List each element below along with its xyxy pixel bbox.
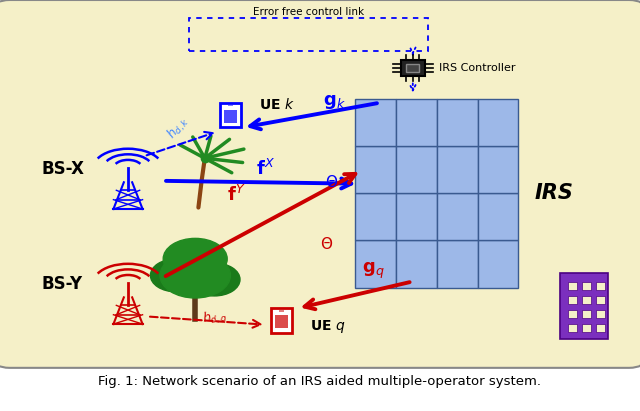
Bar (228, 105, 233, 106)
Bar (437, 146, 477, 193)
Bar (568, 324, 577, 332)
Bar (224, 110, 237, 123)
Bar (560, 273, 608, 339)
Bar (271, 309, 292, 332)
Bar (220, 103, 241, 127)
Text: $\mathbf{g}_q$: $\mathbf{g}_q$ (362, 261, 384, 281)
Bar (355, 193, 396, 240)
Text: $\mathbf{f}^X$: $\mathbf{f}^X$ (256, 159, 275, 179)
Bar (582, 310, 591, 318)
Circle shape (160, 253, 230, 298)
Bar (582, 282, 591, 290)
Circle shape (163, 238, 227, 279)
Bar (437, 99, 477, 146)
Bar (401, 60, 425, 76)
Bar (582, 324, 591, 332)
Text: UE $k$: UE $k$ (259, 97, 295, 112)
Bar (596, 296, 605, 304)
Text: BS-X: BS-X (42, 159, 84, 178)
Text: $h_{d,k}$: $h_{d,k}$ (163, 112, 193, 143)
Bar (396, 146, 436, 193)
Bar (279, 310, 284, 312)
Text: Fig. 1: Network scenario of an IRS aided multiple-operator system.: Fig. 1: Network scenario of an IRS aided… (99, 375, 541, 388)
Bar (396, 99, 436, 146)
Text: IRS: IRS (534, 183, 573, 203)
Bar (355, 99, 396, 146)
Text: Error free control link: Error free control link (253, 7, 364, 17)
FancyBboxPatch shape (0, 0, 640, 368)
Bar (406, 64, 419, 72)
Bar (568, 310, 577, 318)
Bar (596, 282, 605, 290)
Bar (477, 193, 518, 240)
Bar (355, 146, 396, 193)
Bar (189, 18, 428, 51)
Bar (275, 315, 288, 328)
Bar (396, 240, 436, 288)
Bar (355, 240, 396, 288)
Bar (568, 296, 577, 304)
Bar (396, 193, 436, 240)
Text: $\mathbf{f}^Y$: $\mathbf{f}^Y$ (227, 185, 246, 206)
Bar (477, 99, 518, 146)
Bar (568, 282, 577, 290)
Bar (582, 296, 591, 304)
Bar (477, 240, 518, 288)
Text: UE $q$: UE $q$ (310, 318, 346, 335)
Text: $h_{d,q}$: $h_{d,q}$ (202, 307, 229, 329)
Bar (477, 146, 518, 193)
Bar (437, 240, 477, 288)
Bar (596, 310, 605, 318)
Circle shape (150, 259, 202, 292)
Circle shape (189, 263, 240, 296)
Bar (596, 324, 605, 332)
Text: $\Theta$: $\Theta$ (320, 236, 333, 252)
Text: $\Theta$: $\Theta$ (325, 174, 339, 190)
Text: IRS Controller: IRS Controller (439, 63, 516, 73)
Bar (437, 193, 477, 240)
Text: $\mathbf{g}_k$: $\mathbf{g}_k$ (323, 93, 346, 111)
Text: BS-Y: BS-Y (42, 275, 83, 293)
